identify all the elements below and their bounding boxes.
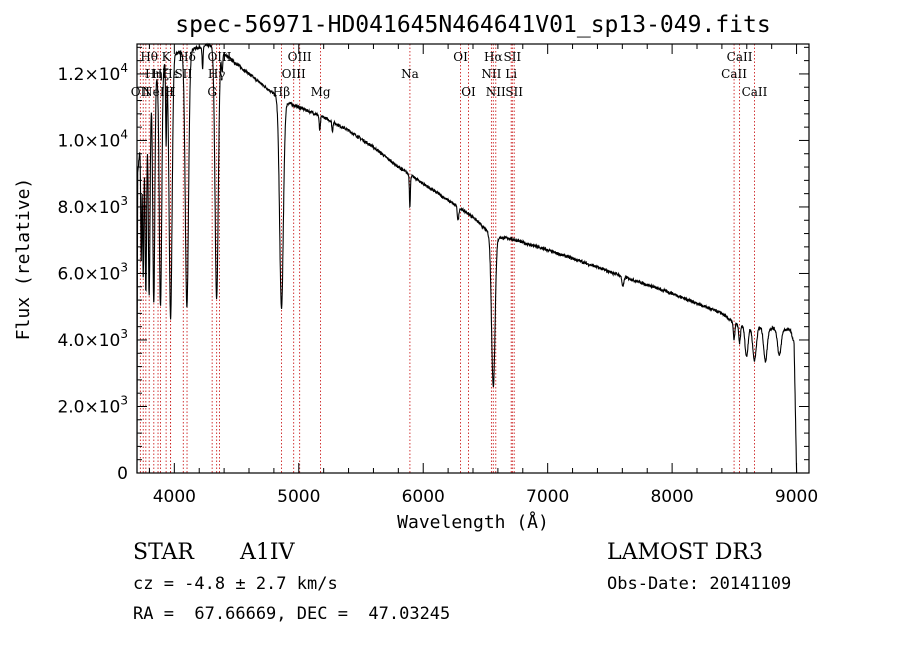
line-label: Hα: [484, 50, 503, 64]
line-label: Mg: [311, 85, 331, 99]
y-axis-label: Flux (relative): [13, 178, 34, 341]
x-tick-label: 8000: [650, 487, 693, 507]
line-markers: [139, 44, 755, 473]
line-label: OIII: [288, 50, 312, 64]
y-axis: 0 2.0×103 4.0×103 6.0×103 8.0×103 1.0×104 1.2×…: [57, 46, 809, 484]
line-label: OI: [453, 50, 468, 64]
y-tick-label: 2.0×103: [57, 393, 128, 417]
line-label: Hβ: [273, 85, 290, 99]
line-label: NII: [481, 67, 501, 81]
y-tick-label: 8.0×103: [57, 194, 128, 218]
object-subclass: A1IV: [240, 540, 295, 565]
line-label: SII: [505, 85, 523, 99]
x-tick-label: 4000: [153, 487, 196, 507]
y-tick-label: 4.0×103: [57, 327, 128, 351]
y-tick-label: 0: [117, 464, 128, 484]
line-label: Na: [401, 67, 419, 81]
survey-name: LAMOST DR3: [607, 540, 763, 565]
redshift-readout: cz = -4.8 ± 2.7 km/s: [133, 574, 338, 594]
x-tick-label: 6000: [402, 487, 445, 507]
y-tick-label: 6.0×103: [57, 260, 128, 284]
line-label: Hγ: [208, 67, 226, 81]
line-label: Hθ: [140, 50, 158, 64]
line-label: Li: [505, 67, 517, 81]
line-label: G: [207, 85, 217, 99]
y-tick-label: 1.0×104: [57, 127, 128, 151]
line-label: H: [165, 85, 175, 99]
line-label: Hη: [145, 67, 163, 81]
line-label: OII: [131, 85, 151, 99]
x-axis: 4000 5000 6000 7000 8000 9000: [148, 44, 818, 507]
x-axis-label: Wavelength (Å): [397, 511, 549, 533]
plot-frame: [136, 43, 810, 474]
line-label: SII: [503, 50, 521, 64]
spectrum-line: [136, 42, 798, 474]
coordinates-readout: RA = 67.66669, DEC = 47.03245: [133, 604, 451, 624]
object-class: STAR: [133, 540, 194, 565]
x-tick-label: 9000: [775, 487, 818, 507]
line-label: CaII: [742, 85, 768, 99]
line-label: OIII: [207, 50, 231, 64]
observation-date: Obs-Date: 20141109: [607, 574, 792, 594]
line-label: OI: [461, 85, 476, 99]
line-label: OIII: [282, 67, 306, 81]
line-label: K: [162, 50, 172, 64]
x-tick-label: 7000: [526, 487, 569, 507]
y-tick-label: 1.2×104: [57, 61, 128, 85]
line-label: NII: [486, 85, 506, 99]
line-label: CaII: [721, 67, 747, 81]
line-label: CaII: [727, 50, 753, 64]
line-label: Hε: [162, 67, 179, 81]
chart-title: spec-56971-HD041645N464641V01_sp13-049.f…: [175, 12, 770, 38]
x-tick-label: 5000: [277, 487, 320, 507]
